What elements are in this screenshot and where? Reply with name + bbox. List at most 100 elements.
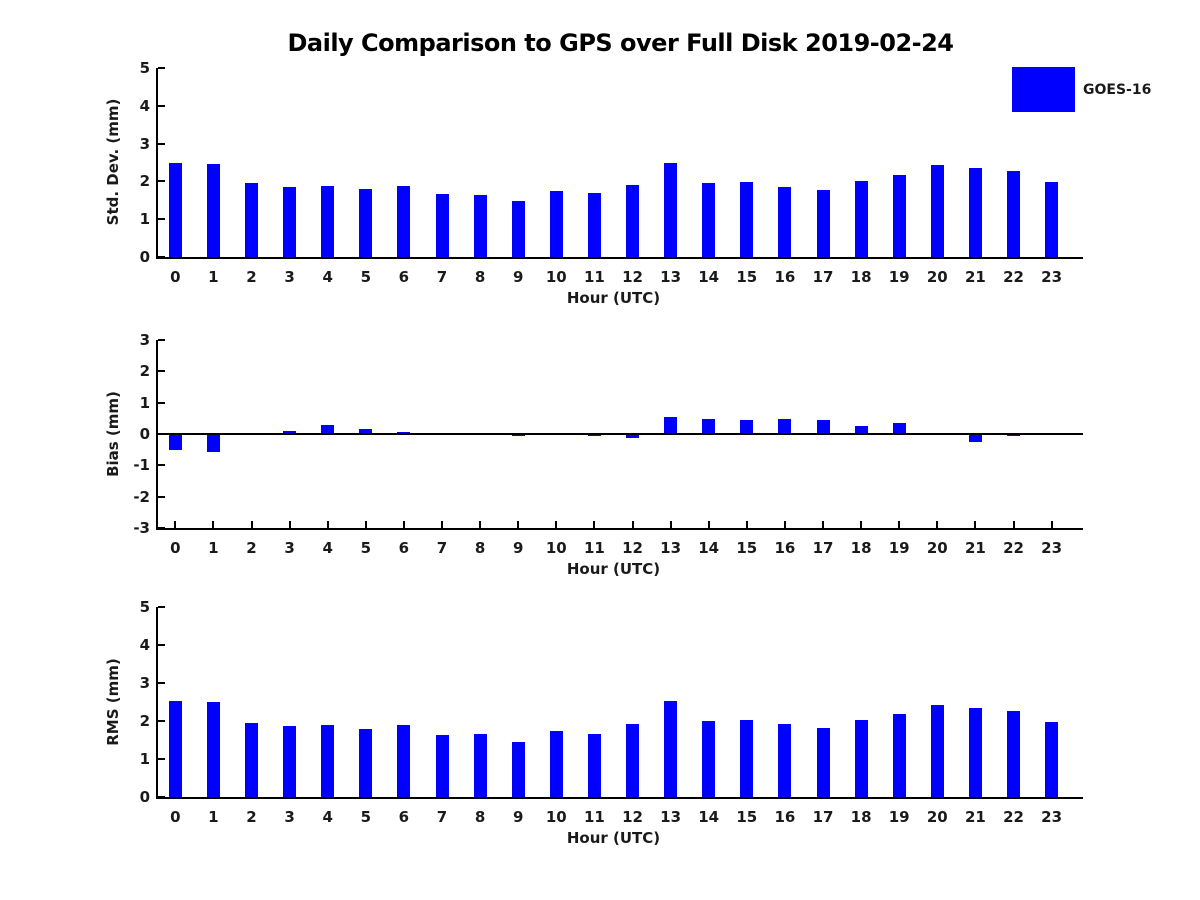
x-tick-label: 2 [246, 268, 257, 286]
y-tick-mark [158, 67, 165, 69]
bar [816, 419, 830, 434]
y-tick-mark [158, 180, 165, 183]
x-tick-label: 3 [284, 539, 295, 557]
x-tick-label: 9 [512, 539, 524, 557]
rms-x-axis-label: Hour (UTC) [566, 829, 661, 847]
x-tick-mark [593, 521, 596, 528]
x-tick-label: 23 [1041, 539, 1063, 557]
y-tick-label: 0 [139, 788, 150, 806]
x-tick-label: 5 [360, 539, 372, 557]
bar [930, 165, 944, 257]
bar [968, 167, 982, 257]
bar [473, 733, 487, 797]
x-tick-label: 12 [622, 808, 643, 826]
x-tick-mark [212, 521, 215, 528]
x-tick-mark [364, 521, 367, 528]
x-tick-mark [1012, 521, 1015, 528]
y-tick-mark [158, 495, 165, 498]
rms-plot-area [156, 606, 1083, 799]
x-tick-label: 14 [698, 539, 720, 557]
bar [664, 416, 678, 434]
bar [816, 189, 830, 257]
bar [1045, 181, 1059, 257]
x-tick-mark [669, 521, 672, 528]
bar [702, 183, 716, 257]
bar [740, 419, 754, 434]
x-axis-line [156, 257, 1083, 259]
x-tick-label: 9 [512, 268, 524, 286]
x-tick-label: 18 [850, 808, 872, 826]
x-tick-label: 17 [812, 808, 834, 826]
y-tick-label: 1 [139, 210, 150, 229]
y-tick-label: 3 [139, 674, 150, 692]
x-tick-label: 0 [170, 268, 181, 286]
bar [626, 185, 639, 257]
y-tick-label: 4 [139, 96, 150, 115]
x-tick-mark [745, 521, 748, 528]
x-tick-label: 12 [622, 268, 643, 286]
x-tick-label: 14 [698, 268, 720, 286]
y-tick-label: -2 [133, 487, 150, 506]
x-tick-mark [402, 521, 405, 528]
x-tick-label: 8 [474, 268, 486, 286]
bar [740, 720, 754, 797]
x-tick-label: 3 [284, 808, 295, 826]
bar [549, 190, 563, 257]
x-tick-label: 3 [284, 268, 295, 286]
x-tick-mark [517, 521, 520, 528]
y-tick-mark [158, 606, 165, 608]
x-tick-label: 17 [812, 268, 834, 286]
x-tick-mark [822, 521, 824, 528]
x-tick-label: 15 [736, 268, 758, 286]
x-tick-label: 19 [888, 539, 910, 557]
x-tick-label: 6 [398, 539, 410, 557]
y-tick-mark [158, 256, 165, 258]
bar [702, 721, 716, 797]
bar [168, 163, 182, 257]
bar [816, 728, 830, 797]
bar [397, 185, 411, 257]
x-tick-label: 11 [583, 808, 605, 826]
y-tick-label: 3 [139, 331, 150, 349]
x-tick-mark [631, 521, 634, 528]
x-tick-label: 16 [774, 808, 796, 826]
x-tick-label: 16 [774, 268, 796, 286]
bar [930, 704, 944, 797]
bar [1007, 170, 1020, 257]
x-tick-label: 19 [888, 268, 910, 286]
x-tick-label: 7 [436, 808, 448, 826]
y-tick-label: 1 [139, 393, 150, 412]
x-tick-label: 20 [926, 808, 948, 826]
x-tick-label: 0 [170, 539, 181, 557]
y-tick-mark [158, 339, 165, 341]
x-tick-label: 22 [1003, 539, 1024, 557]
y-tick-mark [158, 644, 165, 646]
bar [778, 724, 792, 797]
x-tick-label: 2 [246, 808, 257, 826]
y-axis-line [156, 340, 158, 530]
x-tick-label: 18 [850, 539, 872, 557]
bar [549, 730, 563, 797]
x-tick-label: 17 [812, 539, 834, 557]
y-tick-label: -1 [133, 456, 150, 475]
x-tick-label: 22 [1003, 268, 1024, 286]
x-tick-label: 14 [698, 808, 720, 826]
x-tick-mark [860, 521, 863, 528]
x-tick-mark [288, 521, 291, 528]
bar [511, 741, 525, 797]
x-tick-label: 20 [926, 539, 948, 557]
x-tick-label: 10 [545, 808, 567, 826]
x-tick-label: 5 [360, 808, 372, 826]
bar [664, 162, 678, 257]
y-axis-line [156, 607, 158, 799]
bar [702, 418, 716, 434]
bar [664, 700, 678, 797]
bar [359, 429, 373, 434]
y-tick-label: 5 [139, 598, 150, 616]
zero-reference-line [156, 433, 1083, 435]
y-tick-label: 0 [139, 425, 150, 443]
bar [435, 734, 449, 797]
bar [397, 431, 411, 434]
y-tick-label: 3 [139, 134, 150, 153]
x-tick-label: 10 [545, 539, 567, 557]
